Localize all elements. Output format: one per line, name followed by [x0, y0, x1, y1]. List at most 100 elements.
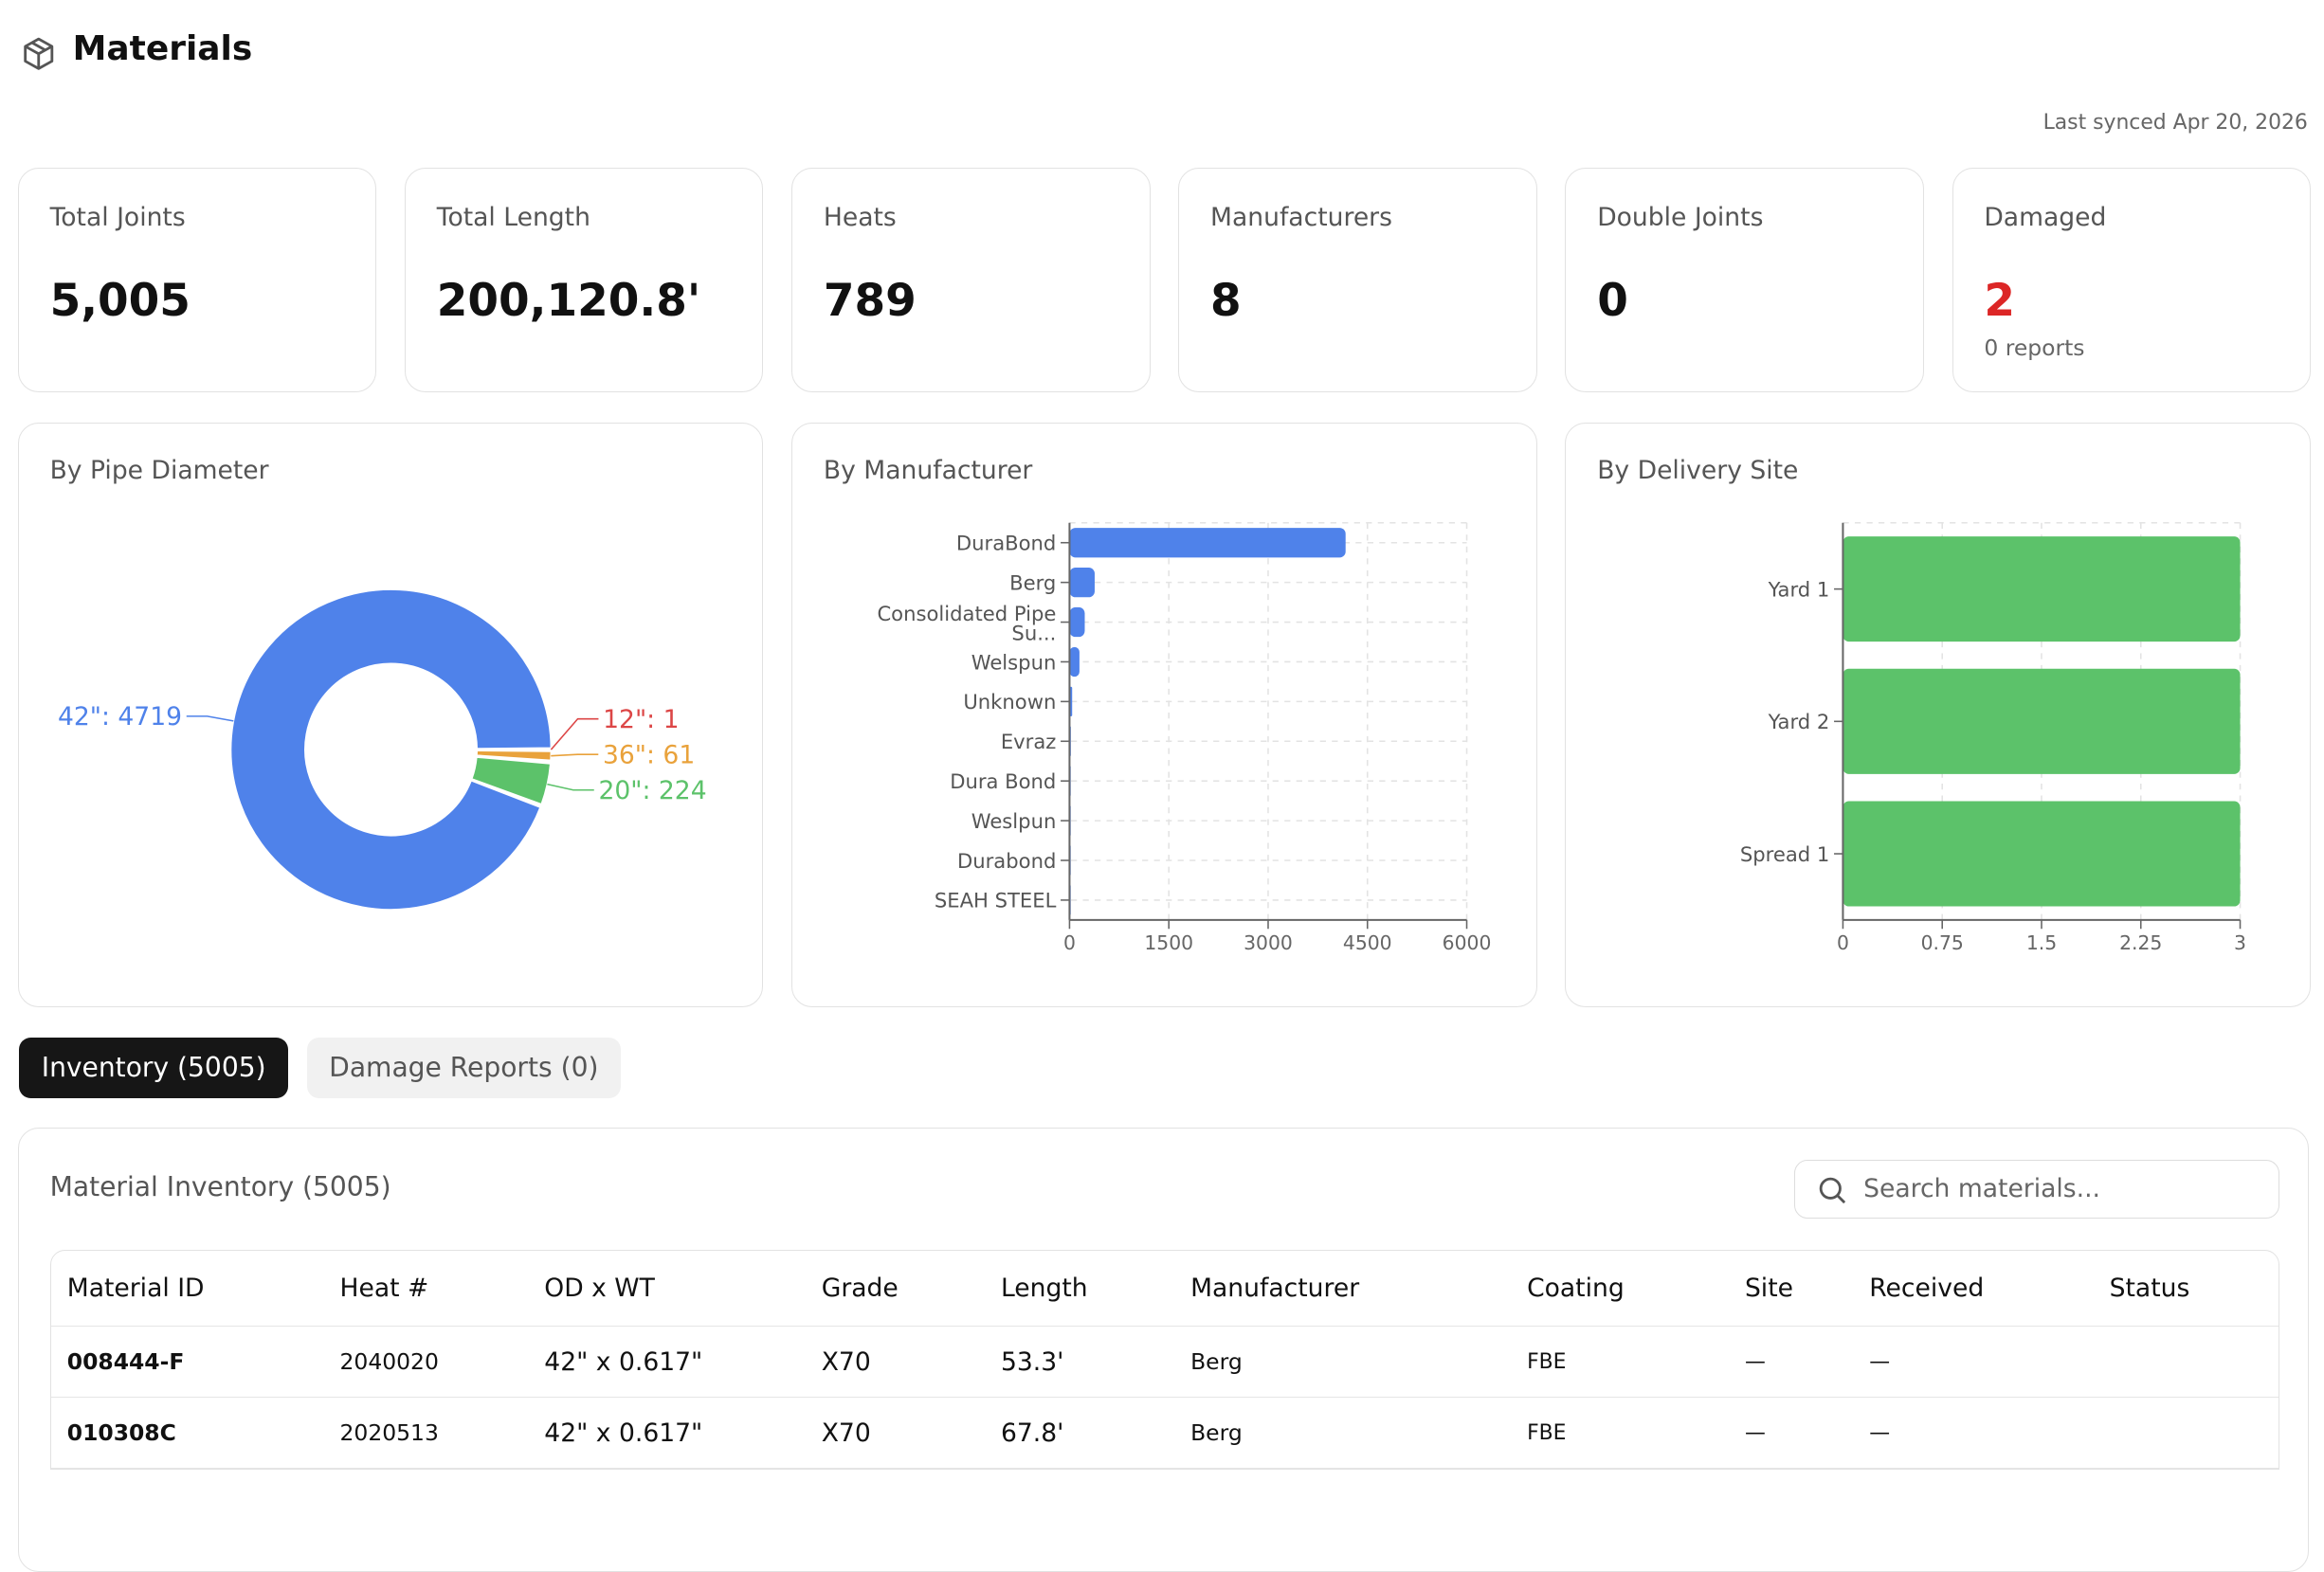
- bar: [1069, 568, 1095, 597]
- pie-label-line: [551, 754, 598, 756]
- search-box[interactable]: [1794, 1160, 2279, 1220]
- column-header: Material ID: [51, 1274, 324, 1303]
- table-cell: 008444-F: [51, 1348, 324, 1375]
- x-tick-label: 0.75: [1921, 931, 1964, 954]
- table-cell: 53.3': [985, 1347, 1174, 1377]
- table-cell: —: [1853, 1421, 2093, 1445]
- stat-card-total-length: Total Length 200,120.8': [405, 168, 763, 393]
- stat-label: Double Joints: [1597, 203, 1763, 232]
- stat-label: Manufacturers: [1210, 203, 1392, 232]
- last-synced: Last synced Apr 20, 2026: [2043, 111, 2308, 135]
- bar: [1069, 528, 1345, 557]
- y-tick-label: Spread 1: [1740, 842, 1829, 866]
- bar: [1843, 668, 2241, 773]
- column-header: Heat #: [323, 1274, 528, 1303]
- bar: [1843, 801, 2241, 906]
- table-cell: —: [1729, 1350, 1853, 1374]
- y-tick-label: Unknown: [963, 690, 1056, 714]
- table-cell: 67.8': [985, 1418, 1174, 1448]
- table-cell: FBE: [1511, 1350, 1729, 1374]
- column-header: OD x WT: [528, 1274, 805, 1303]
- column-header: Site: [1729, 1274, 1853, 1303]
- stat-card-total-joints: Total Joints 5,005: [18, 168, 376, 393]
- y-tick-label: Welspun: [971, 650, 1057, 674]
- x-tick-label: 3: [2234, 931, 2246, 954]
- stat-value: 200,120.8': [437, 275, 700, 327]
- pie-label: 42": 4719: [58, 702, 182, 732]
- y-tick-label: Yard 1: [1768, 577, 1830, 601]
- stat-value: 789: [824, 275, 917, 327]
- page-title: Materials: [73, 29, 253, 68]
- y-tick-label: Evraz: [1001, 730, 1057, 753]
- inventory-title: Material Inventory (5005): [50, 1171, 391, 1202]
- table-cell: X70: [806, 1418, 985, 1448]
- x-tick-label: 6000: [1443, 931, 1492, 954]
- pie-label: 12": 1: [603, 705, 679, 734]
- table-cell: Berg: [1174, 1419, 1511, 1446]
- pie-label: 20": 224: [598, 776, 706, 805]
- table-cell: X70: [806, 1347, 985, 1377]
- stat-value: 0: [1597, 275, 1628, 327]
- table-cell: Berg: [1174, 1348, 1511, 1375]
- y-tick-label: SEAH STEEL: [935, 888, 1057, 912]
- stat-card-double-joints: Double Joints 0: [1565, 168, 1923, 393]
- table-cell: 2020513: [323, 1419, 528, 1446]
- table-cell: —: [1729, 1421, 1853, 1445]
- x-tick-label: 0: [1063, 931, 1076, 954]
- stat-value: 2: [1984, 275, 2015, 327]
- table-cell: —: [1853, 1350, 2093, 1374]
- column-header: Manufacturer: [1174, 1274, 1511, 1303]
- box-icon: [21, 36, 57, 78]
- table-cell: 2040020: [323, 1348, 528, 1375]
- inventory-panel: Material Inventory (5005) Material IDHea…: [18, 1128, 2310, 1572]
- x-tick-label: 4500: [1343, 931, 1392, 954]
- label-line: Su...: [1011, 621, 1056, 644]
- y-tick-label: Durabond: [957, 848, 1056, 872]
- search-icon: [1818, 1176, 1847, 1205]
- stat-label: Total Length: [437, 203, 590, 232]
- column-header: Coating: [1511, 1274, 1729, 1303]
- stat-value: 8: [1210, 275, 1242, 327]
- y-tick-label: Weslpun: [971, 809, 1057, 833]
- stat-card-manufacturers: Manufacturers 8: [1178, 168, 1536, 393]
- table-cell: FBE: [1511, 1421, 1729, 1445]
- tab-damage-reports[interactable]: Damage Reports (0): [307, 1038, 621, 1098]
- bar: [1843, 536, 2241, 641]
- pie-label-line: [186, 716, 233, 721]
- stat-value: 5,005: [50, 275, 191, 327]
- bar: [1069, 607, 1084, 637]
- search-input[interactable]: [1863, 1161, 2263, 1217]
- table-cell: 42" x 0.617": [528, 1347, 805, 1377]
- tab-inventory[interactable]: Inventory (5005): [19, 1038, 288, 1098]
- table-cell: 42" x 0.617": [528, 1418, 805, 1448]
- pie-label-line: [551, 718, 598, 749]
- stat-sub: 0 reports: [1984, 334, 2084, 361]
- x-tick-label: 3000: [1244, 931, 1293, 954]
- x-tick-label: 2.25: [2119, 931, 2162, 954]
- stat-label: Total Joints: [50, 203, 186, 232]
- y-tick-label: Yard 2: [1768, 710, 1830, 733]
- column-header: Status: [2093, 1274, 2271, 1303]
- column-header: Length: [985, 1274, 1174, 1303]
- y-tick-label: Dura Bond: [950, 769, 1056, 793]
- x-tick-label: 0: [1837, 931, 1849, 954]
- y-tick-label: Berg: [1009, 570, 1056, 594]
- column-header: Received: [1853, 1274, 2093, 1303]
- x-tick-label: 1.5: [2026, 931, 2057, 954]
- column-header: Grade: [806, 1274, 985, 1303]
- pie-label: 36": 61: [603, 740, 695, 769]
- y-tick-label: DuraBond: [956, 531, 1056, 554]
- bar: [1069, 646, 1079, 676]
- stat-label: Damaged: [1984, 203, 2106, 232]
- stat-card-damaged: Damaged 2 0 reports: [1952, 168, 2311, 393]
- stat-label: Heats: [824, 203, 897, 232]
- table-cell: 010308C: [51, 1419, 324, 1446]
- pie-label-line: [547, 784, 593, 789]
